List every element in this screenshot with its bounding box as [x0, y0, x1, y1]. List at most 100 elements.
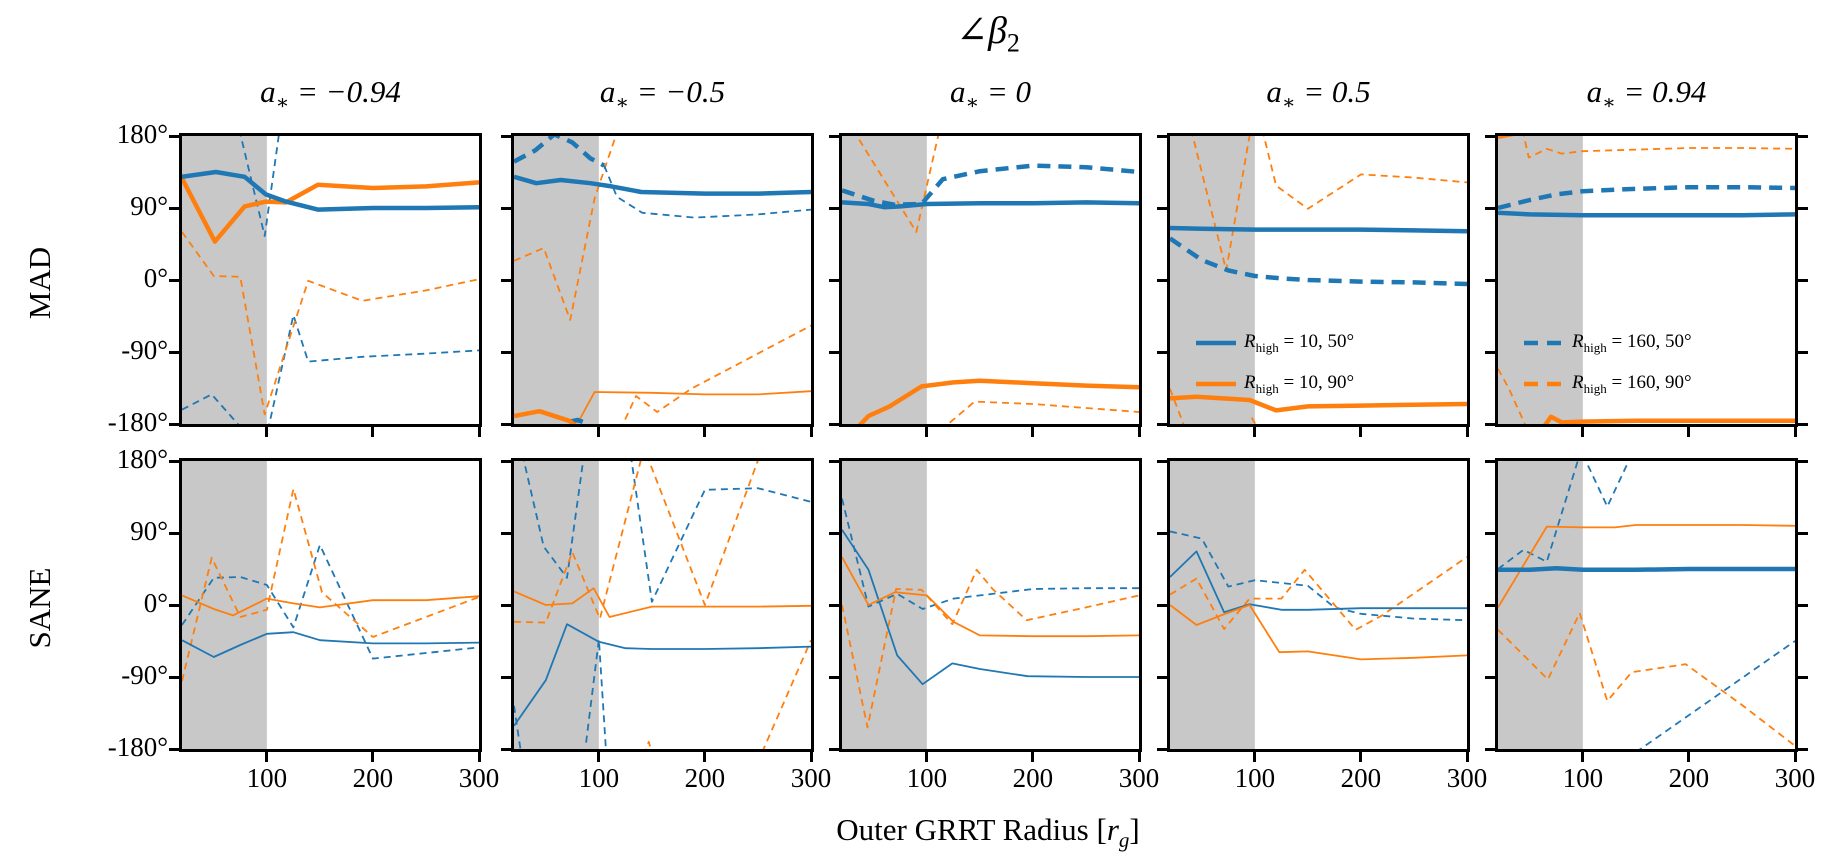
- legend-label-1: Rhigh = 10, 90°: [1244, 372, 1355, 396]
- legend-label-0: Rhigh = 10, 50°: [1244, 331, 1355, 355]
- x-tick-label: 100: [1562, 763, 1604, 793]
- y-tick-mark: [1157, 206, 1167, 210]
- series-orange-solid: [1498, 524, 1795, 608]
- x-tick-label: 300: [1118, 763, 1160, 793]
- y-tick-mark: [1485, 422, 1495, 426]
- series-orange-dashed: [946, 400, 1139, 424]
- y-tick-mark: [1798, 278, 1808, 282]
- y-tick-mark: [501, 350, 511, 354]
- x-tick-mark: [371, 752, 375, 762]
- x-axis-label: Outer GRRT Radius [rg]: [836, 812, 1140, 853]
- y-tick-mark: [1798, 422, 1808, 426]
- y-tick-label: 180°: [116, 444, 168, 474]
- x-tick-mark: [597, 427, 601, 437]
- x-tick-label: 100: [246, 763, 288, 793]
- x-tick-mark: [1687, 752, 1691, 762]
- x-tick-label: 200: [1668, 763, 1710, 793]
- series-orange-solid: [576, 390, 811, 424]
- x-tick-mark: [1581, 427, 1585, 437]
- series-blue-solid: [1498, 565, 1795, 573]
- y-tick-mark: [169, 134, 179, 138]
- x-tick-label: 100: [1234, 763, 1276, 793]
- y-tick-mark: [1485, 747, 1495, 751]
- y-tick-mark: [829, 459, 839, 463]
- series-orange-dashed: [1170, 388, 1185, 424]
- y-tick-mark: [829, 747, 839, 751]
- x-tick-label: 100: [906, 763, 948, 793]
- series-orange-dashed: [514, 136, 617, 321]
- series-orange-dashed: [645, 740, 652, 749]
- column-title-2: a∗ = 0: [949, 74, 1031, 115]
- x-tick-label: 300: [1446, 763, 1488, 793]
- x-tick-mark: [477, 752, 481, 762]
- legend-label-3: Rhigh = 160, 90°: [1572, 372, 1692, 396]
- shaded-region: [1498, 461, 1583, 749]
- y-tick-mark: [829, 134, 839, 138]
- y-tick-mark: [829, 675, 839, 679]
- series-orange-dashed: [762, 639, 811, 749]
- panel-plot-area: [842, 461, 1139, 749]
- series-blue-dashed: [585, 638, 607, 749]
- shaded-region: [1170, 136, 1255, 424]
- series-orange-dashed: [1498, 612, 1795, 747]
- series-orange-solid: [182, 594, 479, 617]
- series-blue-dashed: [182, 393, 240, 424]
- y-tick-mark: [829, 278, 839, 282]
- y-tick-mark: [1798, 747, 1808, 751]
- y-tick-mark: [169, 206, 179, 210]
- y-tick-mark: [1485, 278, 1495, 282]
- y-tick-mark: [501, 278, 511, 282]
- y-tick-label: 0°: [143, 263, 168, 293]
- x-tick-mark: [1581, 752, 1585, 762]
- y-tick-mark: [1485, 459, 1495, 463]
- panel-MAD-0: [179, 133, 482, 427]
- series-orange-solid: [1498, 136, 1515, 140]
- y-tick-mark: [169, 422, 179, 426]
- panel-plot-area: [514, 136, 811, 424]
- panel-SANE-4: [1495, 458, 1798, 752]
- panel-MAD-2: [839, 133, 1142, 427]
- y-tick-label: -180°: [107, 407, 168, 437]
- y-tick-mark: [1798, 206, 1808, 210]
- series-orange-dashed: [182, 488, 479, 682]
- series-orange-dashed: [1262, 136, 1467, 210]
- series-blue-solid: [842, 200, 1139, 210]
- series-blue-dashed: [1170, 530, 1467, 622]
- series-blue-dashed: [842, 163, 1139, 208]
- y-tick-mark: [1157, 603, 1167, 607]
- series-orange-solid: [514, 587, 811, 618]
- x-tick-mark: [1253, 427, 1257, 437]
- series-orange-dashed: [1250, 417, 1257, 424]
- shaded-region: [842, 461, 927, 749]
- y-tick-mark: [169, 278, 179, 282]
- y-tick-mark: [1798, 459, 1808, 463]
- shaded-region: [1498, 136, 1583, 424]
- y-tick-mark: [829, 206, 839, 210]
- y-tick-mark: [1157, 422, 1167, 426]
- y-tick-mark: [501, 134, 511, 138]
- x-tick-label: 300: [458, 763, 500, 793]
- x-tick-mark: [925, 752, 929, 762]
- y-tick-mark: [829, 422, 839, 426]
- y-tick-mark: [501, 206, 511, 210]
- series-blue-dashed: [630, 461, 811, 603]
- x-tick-mark: [1137, 427, 1141, 437]
- x-tick-label: 200: [1340, 763, 1382, 793]
- figure-title: ∠β2: [788, 8, 1188, 59]
- y-tick-mark: [1798, 603, 1808, 607]
- y-tick-mark: [1485, 134, 1495, 138]
- x-tick-label: 100: [578, 763, 620, 793]
- y-tick-mark: [501, 603, 511, 607]
- panel-SANE-3: [1167, 458, 1470, 752]
- y-tick-mark: [1157, 459, 1167, 463]
- series-orange-dashed: [648, 461, 759, 606]
- series-blue-dashed: [842, 498, 1139, 610]
- x-tick-mark: [265, 752, 269, 762]
- y-tick-mark: [501, 459, 511, 463]
- y-tick-mark: [169, 350, 179, 354]
- y-tick-label: 180°: [116, 119, 168, 149]
- y-tick-mark: [1485, 603, 1495, 607]
- series-blue-dashed: [268, 314, 479, 424]
- title-main: ∠β: [956, 10, 1007, 52]
- series-orange-solid: [514, 408, 578, 424]
